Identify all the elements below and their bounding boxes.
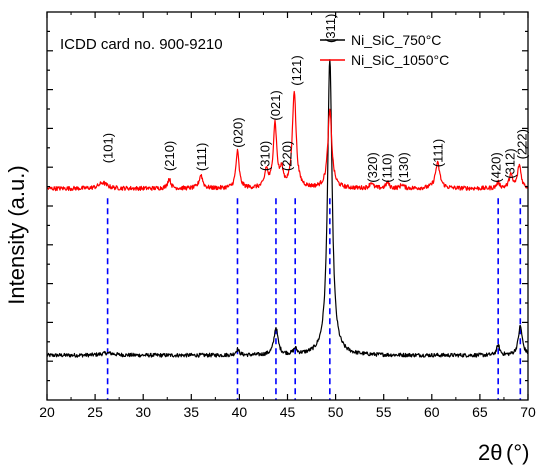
legend: Ni_SiC_750°C Ni_SiC_1050°C <box>320 32 449 68</box>
x-tick-label: 65 <box>472 404 488 420</box>
peak-label: (220) <box>280 141 295 171</box>
peak-label: (111) <box>431 139 446 167</box>
peak-label: (210) <box>162 141 177 171</box>
x-tick-label: 35 <box>184 404 200 420</box>
peak-label: (312) <box>503 148 518 178</box>
x-axis-title: 2θ (°) <box>478 440 529 465</box>
peak-labels: (101) (210) (111) (020) (310) (021) (220) (121)… <box>101 14 530 183</box>
peak-label: (311) <box>323 14 338 43</box>
x-axis-tick-labels: 20 25 30 35 40 45 50 55 60 65 70 <box>39 404 536 420</box>
y-axis-ticks <box>47 30 528 382</box>
x-axis-title-symbol: 2θ <box>478 440 502 465</box>
legend-label-750: Ni_SiC_750°C <box>351 32 441 48</box>
peak-label: (101) <box>101 133 116 163</box>
x-tick-label: 50 <box>328 404 344 420</box>
x-tick-label: 55 <box>376 404 392 420</box>
peak-label: (222) <box>514 129 529 159</box>
peak-label: (110) <box>380 153 395 182</box>
peak-label: (130) <box>396 152 411 182</box>
x-tick-label: 25 <box>87 404 103 420</box>
x-tick-label: 60 <box>424 404 440 420</box>
peak-label: (121) <box>289 55 304 85</box>
series-lines <box>46 59 529 358</box>
peak-label: (310) <box>257 141 272 171</box>
x-tick-label: 45 <box>280 404 296 420</box>
peak-label: (021) <box>268 90 283 120</box>
icdd-annotation: ICDD card no. 900-9210 <box>60 36 223 53</box>
y-axis-title: Intensity (a.u.) <box>4 165 29 304</box>
peak-label: (420) <box>488 152 503 182</box>
reference-lines <box>106 198 522 400</box>
peak-label: (320) <box>365 152 380 182</box>
legend-label-1050: Ni_SiC_1050°C <box>351 52 449 68</box>
peak-label: (020) <box>231 117 246 147</box>
x-axis-title-unit: (°) <box>506 440 529 465</box>
x-tick-label: 20 <box>39 404 55 420</box>
peak-label: (111) <box>194 143 209 171</box>
x-tick-label: 70 <box>520 404 536 420</box>
x-tick-label: 40 <box>232 404 248 420</box>
series-line-1050 <box>46 90 529 192</box>
x-tick-label: 30 <box>135 404 151 420</box>
series-line-750 <box>46 59 529 358</box>
x-axis-ticks <box>46 12 529 400</box>
